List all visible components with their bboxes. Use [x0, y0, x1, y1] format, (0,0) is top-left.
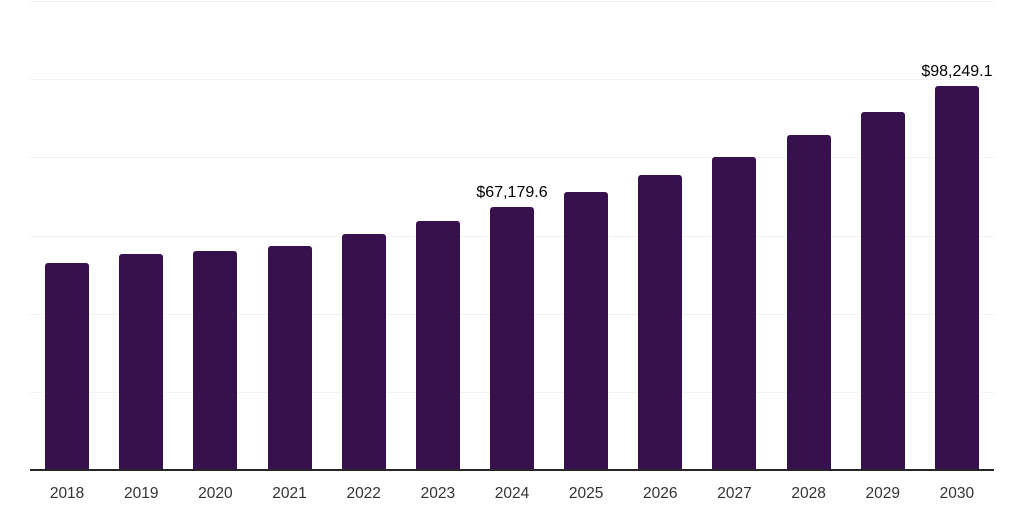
gridline-120000	[30, 1, 994, 2]
x-tick-label-2027: 2027	[717, 485, 752, 502]
bar-2023[interactable]	[415, 220, 460, 470]
x-tick-label-2030: 2030	[939, 485, 975, 502]
bar-2021[interactable]	[267, 245, 312, 470]
x-axis-line	[30, 469, 994, 471]
x-tick-label-2028: 2028	[791, 485, 826, 502]
x-tick-label-2018: 2018	[49, 485, 85, 502]
bar-2028[interactable]	[786, 135, 831, 470]
x-tick-label-2026: 2026	[643, 485, 678, 502]
plot-area: $67,179.6 $98,249.1	[30, 1, 994, 470]
x-tick-label-2021: 2021	[272, 485, 307, 502]
bar-2020[interactable]	[193, 250, 238, 470]
x-tick-label-2024: 2024	[494, 485, 530, 502]
bar-2026[interactable]	[638, 174, 683, 470]
gridline-100000	[30, 79, 994, 81]
x-tick-label-2023: 2023	[420, 485, 456, 502]
bar-2022[interactable]	[341, 233, 386, 470]
bar-2024[interactable]	[490, 207, 534, 470]
bar-2030[interactable]	[934, 86, 979, 470]
bar-2025[interactable]	[564, 191, 609, 470]
gridline-80000	[30, 157, 994, 159]
x-tick-label-2019: 2019	[123, 485, 159, 502]
bar-2019[interactable]	[119, 253, 164, 470]
data-label-2024: $67,179.6	[476, 184, 548, 202]
data-label-2030: $98,249.1	[921, 63, 993, 81]
bar-2018[interactable]	[45, 262, 90, 470]
bar-2029[interactable]	[860, 111, 905, 470]
x-tick-label-2022: 2022	[346, 485, 381, 502]
x-tick-label-2020: 2020	[198, 485, 233, 502]
bar-2027[interactable]	[712, 156, 757, 470]
x-tick-label-2025: 2025	[568, 485, 604, 502]
x-tick-label-2029: 2029	[865, 485, 901, 502]
